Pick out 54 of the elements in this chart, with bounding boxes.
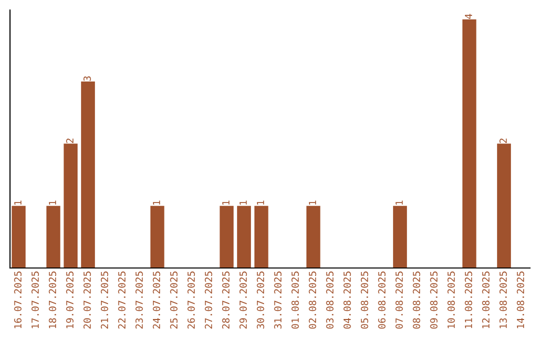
bar xyxy=(497,144,511,268)
x-tick-label: 08.08.2025 xyxy=(412,272,420,329)
bar xyxy=(81,81,95,268)
x-tick-label: 16.07.2025 xyxy=(14,272,22,328)
x-tick-label: 19.07.2025 xyxy=(66,272,74,328)
x-tick-label: 11.08.2025 xyxy=(464,272,472,328)
x-tick-label: 27.07.2025 xyxy=(204,272,212,329)
data-label: 1 xyxy=(240,200,247,205)
data-label: 3 xyxy=(83,76,91,81)
data-label: 1 xyxy=(396,200,403,205)
data-label: 1 xyxy=(308,200,316,205)
data-label: 4 xyxy=(464,14,472,19)
bar xyxy=(462,19,476,268)
data-label: 1 xyxy=(14,200,22,205)
x-tick-label: 04.08.2025 xyxy=(343,272,351,329)
x-tick-label: 05.08.2025 xyxy=(360,272,368,329)
x-tick-label: 31.07.2025 xyxy=(274,272,282,329)
bar xyxy=(46,206,60,268)
x-tick-label: 26.07.2025 xyxy=(187,272,195,329)
x-tick-label: 25.07.2025 xyxy=(170,272,178,329)
x-tick-label: 28.07.2025 xyxy=(222,272,230,329)
x-tick-label: 06.08.2025 xyxy=(378,272,386,329)
x-tick-label: 01.08.2025 xyxy=(291,272,299,329)
bar xyxy=(306,206,320,268)
x-tick-label: 21.07.2025 xyxy=(100,272,108,329)
x-tick-label: 07.08.2025 xyxy=(395,272,403,329)
x-tick-label: 12.08.2025 xyxy=(482,272,490,328)
bar xyxy=(254,206,268,268)
data-label: 2 xyxy=(499,138,507,143)
x-tick-label: 23.07.2025 xyxy=(135,272,143,329)
bar xyxy=(237,206,251,268)
bar xyxy=(393,206,407,268)
x-tick-label: 30.07.2025 xyxy=(256,272,264,329)
x-tick-label: 18.07.2025 xyxy=(48,272,56,328)
data-label: 1 xyxy=(48,200,56,205)
x-tick-label: 29.07.2025 xyxy=(239,272,247,329)
x-tick-label: 13.08.2025 xyxy=(499,272,507,328)
data-label: 1 xyxy=(256,200,264,205)
x-tick-label: 10.08.2025 xyxy=(447,272,455,328)
x-tick-label: 02.08.2025 xyxy=(308,272,316,329)
x-tick-label: 24.07.2025 xyxy=(152,272,160,329)
bar xyxy=(220,206,234,268)
data-label: 1 xyxy=(152,200,160,205)
x-tick-label: 03.08.2025 xyxy=(326,272,334,329)
x-tick-label: 22.07.2025 xyxy=(118,272,126,329)
data-label: 1 xyxy=(222,200,230,205)
data-label: 2 xyxy=(66,138,74,143)
x-tick-label: 09.08.2025 xyxy=(430,272,438,329)
bar xyxy=(12,206,26,268)
bar xyxy=(64,144,78,268)
x-tick-label: 14.08.2025 xyxy=(516,272,524,328)
x-tick-label: 20.07.2025 xyxy=(83,272,91,329)
x-tick-label: 17.07.2025 xyxy=(31,272,39,328)
bar xyxy=(150,206,164,268)
